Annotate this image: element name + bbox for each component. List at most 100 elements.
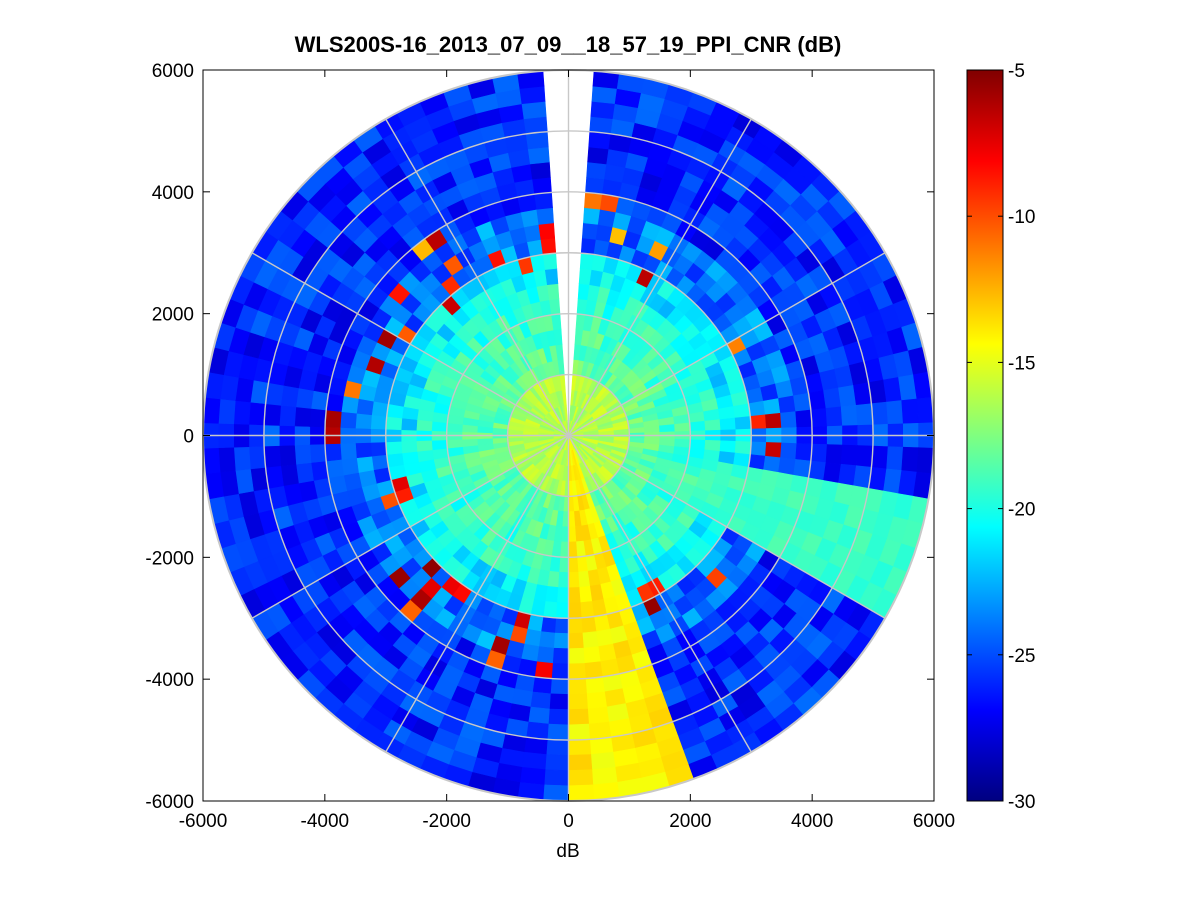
cnr-cell bbox=[202, 447, 221, 475]
radial-spoke bbox=[251, 434, 569, 619]
cnr-cell bbox=[295, 387, 314, 409]
cnr-cell bbox=[763, 398, 781, 416]
y-tick-label: -2000 bbox=[145, 548, 194, 569]
cnr-cell bbox=[659, 424, 676, 433]
cnr-cell bbox=[591, 766, 618, 786]
cnr-cell bbox=[555, 602, 569, 619]
radial-spoke bbox=[251, 252, 569, 437]
cnr-cell bbox=[233, 400, 251, 425]
x-tick-label: 0 bbox=[563, 811, 574, 832]
cnr-cell bbox=[355, 412, 372, 429]
radial-spoke bbox=[568, 434, 886, 619]
cnr-cell bbox=[581, 222, 599, 240]
cnr-cell bbox=[576, 555, 588, 573]
cnr-cell bbox=[578, 585, 593, 603]
cnr-cell bbox=[551, 663, 569, 680]
cnr-cell bbox=[778, 395, 797, 414]
cnr-cell bbox=[540, 237, 557, 255]
cnr-cell bbox=[590, 751, 616, 771]
x-axis: -6000 -4000 -2000 0 2000 4000 6000 bbox=[179, 70, 955, 832]
cnr-cell bbox=[529, 691, 551, 710]
cnr-cell bbox=[218, 398, 236, 425]
cnr-cell bbox=[568, 587, 581, 604]
cnr-cell bbox=[536, 207, 554, 225]
cnr-cell bbox=[556, 587, 569, 604]
cnr-cell bbox=[545, 738, 569, 756]
cnr-cell bbox=[202, 396, 221, 424]
cnr-cell bbox=[309, 443, 327, 463]
cnr-cell bbox=[568, 723, 591, 741]
cnr-cell bbox=[324, 409, 342, 428]
cnr-cell bbox=[527, 706, 550, 725]
cnr-cell bbox=[529, 161, 551, 180]
cnr-cell bbox=[587, 706, 610, 725]
cnr-cell bbox=[795, 409, 813, 428]
cnr-cell bbox=[538, 222, 556, 240]
cnr-cell bbox=[916, 396, 935, 424]
cnr-cell bbox=[568, 632, 584, 650]
cnr-cell bbox=[370, 441, 388, 457]
cnr-cell bbox=[280, 384, 299, 408]
cnr-cell bbox=[793, 459, 812, 479]
cnr-cell bbox=[339, 442, 357, 460]
cnr-cell bbox=[780, 442, 798, 460]
cnr-cell bbox=[340, 457, 359, 476]
cnr-cell bbox=[568, 556, 579, 573]
cnr-cell bbox=[538, 631, 556, 649]
cnr-cell bbox=[558, 556, 569, 573]
cnr-cell bbox=[520, 208, 540, 228]
y-tick-label: -4000 bbox=[145, 670, 194, 691]
cnr-cell bbox=[580, 237, 597, 255]
cnr-cell bbox=[583, 646, 601, 664]
cnr-cell bbox=[523, 224, 542, 243]
cnr-cell bbox=[355, 442, 372, 459]
cnr-cell bbox=[534, 661, 553, 679]
cnr-cell bbox=[415, 419, 433, 432]
cnr-cell bbox=[765, 412, 782, 429]
cnr-cell bbox=[568, 526, 577, 543]
x-tick-label: -2000 bbox=[422, 811, 471, 832]
cnr-cell bbox=[534, 192, 553, 210]
cnr-cell bbox=[568, 784, 595, 802]
colorbar-tick-label: -20 bbox=[1008, 500, 1035, 521]
cnr-cell bbox=[749, 414, 767, 430]
x-axis-label: dB bbox=[556, 841, 579, 862]
radial-spoke bbox=[567, 435, 752, 753]
x-tick-label: 6000 bbox=[913, 811, 955, 832]
cnr-cell bbox=[248, 401, 266, 426]
cnr-cell bbox=[550, 678, 569, 695]
x-tick-label: -4000 bbox=[301, 811, 350, 832]
cnr-cell bbox=[734, 416, 752, 431]
cnr-cell bbox=[568, 602, 582, 619]
cnr-cell bbox=[871, 445, 889, 470]
cnr-cell bbox=[568, 647, 585, 665]
cnr-cell bbox=[526, 239, 544, 258]
cnr-cell bbox=[540, 616, 557, 634]
cnr-cell bbox=[325, 392, 344, 412]
cnr-cell bbox=[886, 400, 904, 425]
cnr-cell bbox=[855, 403, 874, 426]
cnr-cell bbox=[525, 721, 549, 740]
cnr-cell bbox=[278, 444, 297, 467]
cnr-cell bbox=[568, 663, 586, 680]
colorbar-tick-label: -10 bbox=[1008, 207, 1035, 228]
cnr-cell bbox=[579, 601, 595, 619]
cnr-cell bbox=[309, 408, 327, 428]
cnr-cell bbox=[840, 444, 859, 467]
cnr-cell bbox=[521, 100, 547, 120]
x-tick-label: 2000 bbox=[669, 811, 711, 832]
cnr-cell bbox=[719, 440, 737, 454]
cnr-cell bbox=[400, 417, 418, 431]
cnr-cell bbox=[446, 438, 463, 449]
cnr-cell bbox=[901, 398, 919, 425]
cnr-cell bbox=[553, 632, 569, 650]
cnr-cell bbox=[278, 404, 297, 427]
cnr-cell bbox=[549, 693, 569, 710]
y-axis: 6000 4000 2000 0 -2000 -4000 -6000 bbox=[145, 61, 934, 813]
cnr-cell bbox=[734, 440, 752, 455]
cnr-cell bbox=[584, 192, 603, 210]
cnr-cell bbox=[568, 708, 590, 726]
cnr-cell bbox=[810, 408, 828, 428]
cnr-cell bbox=[825, 444, 843, 465]
